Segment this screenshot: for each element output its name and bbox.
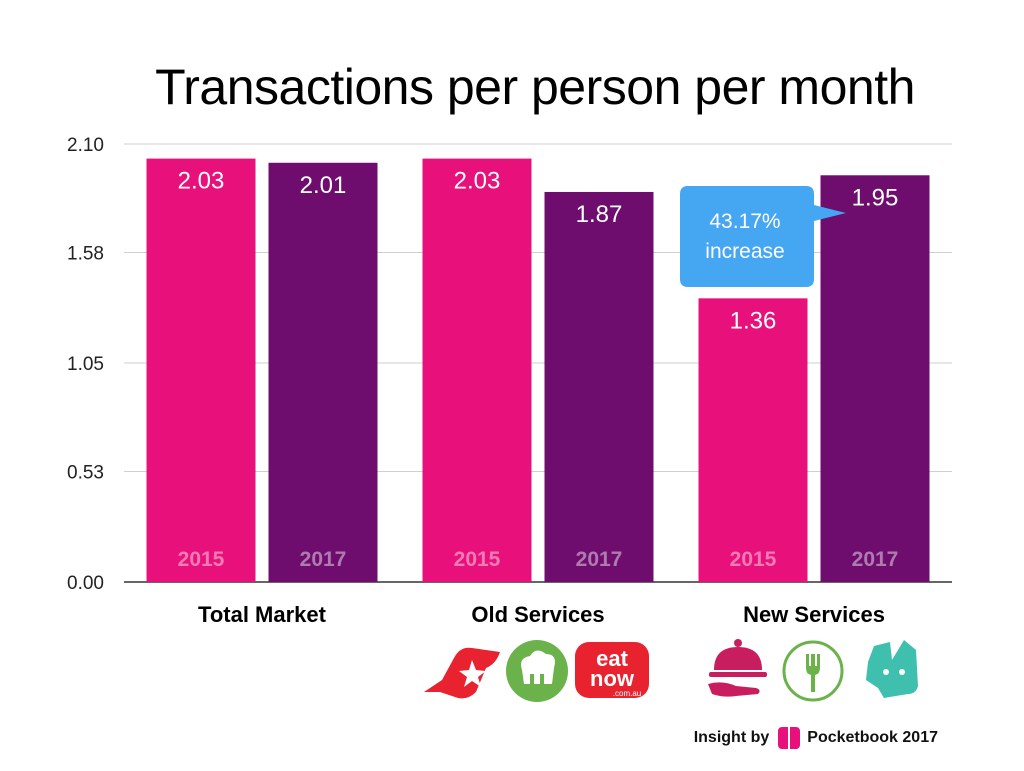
increase-callout: 43.17% increase [680,186,846,287]
bar-value-label: 1.87 [576,201,623,228]
callout-line-1: 43.17% [709,210,780,233]
deliveroo-icon [866,640,918,698]
bar-2015 [146,158,256,582]
bar-2015 [698,298,808,582]
category-labels: Total Market Old Services New Services [198,602,885,627]
bar-year-label: 2015 [454,548,501,571]
category-label: New Services [743,602,885,627]
y-tick-label: 1.05 [67,354,104,375]
eatnow-domain-text: .com.au [613,689,641,698]
bar-year-label: 2017 [300,548,347,571]
chart-title: Transactions per person per month [155,59,915,115]
eatnow-eat-text: eat [596,646,628,671]
bar-value-label: 1.36 [730,307,777,334]
y-tick-label: 0.53 [67,462,104,483]
y-tick-label: 1.58 [67,243,104,264]
bar-year-label: 2015 [730,548,777,571]
bar-year-label: 2015 [178,548,225,571]
footer: Insight by Pocketbook 2017 [694,726,938,750]
menulog-icon [424,647,500,699]
bar-year-label: 2017 [576,548,623,571]
bar-2017 [820,175,930,583]
bar-value-label: 2.01 [300,172,347,199]
fork-icon [782,640,844,702]
bar-2015 [422,158,532,582]
eatnow-now-text: now [590,666,635,691]
bar-year-label: 2017 [852,548,899,571]
pocketbook-logo-icon [778,727,801,749]
callout-bubble [680,186,846,287]
chef-hat-icon [506,640,568,702]
eatnow-icon: eat now .com.au [575,642,649,698]
y-tick-label: 0.00 [67,573,104,594]
footer-brand: Pocketbook 2017 [807,729,938,746]
bar-value-label: 2.03 [178,168,225,195]
y-tick-label: 2.10 [67,135,104,156]
bars: 2.03 2015 2.01 2017 2.03 2015 1.87 2017 1.36 2015… [146,158,930,583]
bar-2017 [544,191,654,582]
gridlines [124,143,952,583]
y-axis-ticks: 0.00 0.53 1.05 1.58 2.10 [67,135,104,594]
cloche-icon [708,639,767,697]
bar-value-label: 1.95 [852,184,899,211]
insight-by-label: Insight by [693,729,770,746]
callout-line-2: increase [705,240,784,263]
bar-value-label: 2.03 [454,168,501,195]
category-label: Total Market [198,602,327,627]
bar-2017 [268,162,378,582]
category-label: Old Services [471,602,604,627]
